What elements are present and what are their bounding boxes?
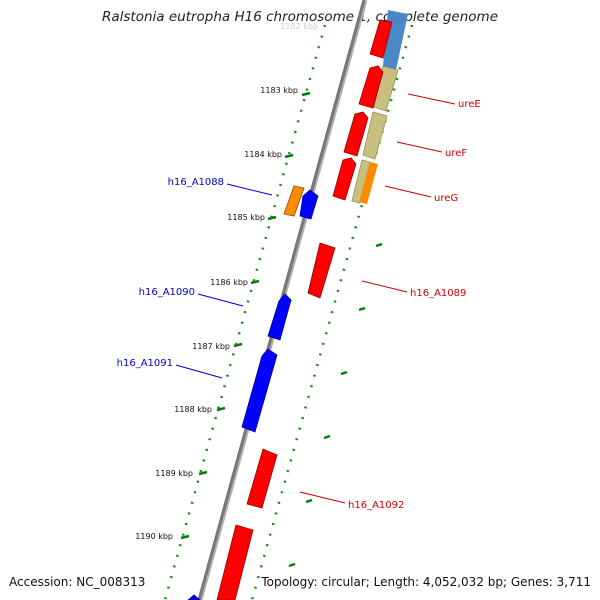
reverse-genes — [187, 189, 319, 600]
tick-label-top-partial: 1182 kbp — [280, 22, 318, 31]
label-h16_A1088: h16_A1088 — [168, 177, 224, 188]
gene-ureE — [358, 65, 384, 109]
label-h16_A1092: h16_A1092 — [348, 500, 404, 511]
leader-line — [396, 141, 443, 153]
ruler-axis — [163, 24, 327, 600]
forward-genes — [216, 19, 393, 600]
cog-block — [351, 159, 371, 204]
tick-mark — [180, 534, 190, 540]
tick-mark — [250, 279, 260, 285]
tick-group: 1182 kbp 1183 kbp 1184 kbp 1185 kbp 1186… — [135, 22, 318, 541]
label-ureG: ureG — [434, 193, 458, 204]
label-h16_A1089: h16_A1089 — [410, 288, 466, 299]
leader-line — [226, 183, 273, 196]
cog-blocks — [283, 10, 408, 217]
tick-mark — [267, 215, 277, 221]
leader-line — [384, 185, 432, 198]
tick-label: 1187 kbp — [192, 342, 230, 351]
tick-label: 1185 kbp — [227, 213, 265, 222]
label-ureF: ureF — [445, 148, 467, 159]
tick-mark — [301, 91, 311, 97]
tick-label: 1189 kbp — [155, 469, 193, 478]
leader-line — [175, 364, 223, 379]
tick-label: 1186 kbp — [210, 278, 248, 287]
tick-label: 1184 kbp — [244, 150, 282, 159]
accession-label: Accession: NC_008313 — [9, 575, 146, 589]
gene-forward — [369, 19, 393, 59]
gene-h16_A1089 — [307, 242, 336, 299]
label-ureE: ureE — [458, 99, 481, 110]
tick-label: 1183 kbp — [260, 86, 298, 95]
tick-label: 1190 kbp — [135, 532, 173, 541]
gene-forward — [216, 524, 254, 600]
gene-h16_A1092 — [246, 448, 278, 509]
cog-block — [359, 162, 378, 204]
gene-h16_A1088 — [299, 189, 319, 220]
tick-mark — [284, 153, 294, 159]
label-h16_A1090: h16_A1090 — [139, 287, 195, 298]
leader-line — [197, 293, 244, 307]
tick-mark — [233, 342, 243, 348]
forward-track-ticks — [288, 242, 383, 568]
tick-mark — [216, 406, 226, 412]
leader-line — [407, 93, 456, 105]
gene-reverse — [187, 594, 201, 600]
gene-h16_A1091 — [241, 348, 278, 433]
gene-labels: ureE ureF ureG h16_A1089 h16_A1092 h16_A… — [117, 93, 481, 511]
leader-line — [361, 280, 408, 293]
gene-h16_A1090 — [267, 293, 292, 341]
label-h16_A1091: h16_A1091 — [117, 358, 173, 369]
cog-block — [283, 185, 305, 217]
genome-summary: Topology: circular; Length: 4,052,032 bp… — [261, 575, 591, 589]
tick-label: 1188 kbp — [174, 405, 212, 414]
gene-ureG — [332, 157, 357, 201]
cog-block — [362, 111, 388, 160]
tick-mark — [198, 470, 208, 476]
gene-ureF — [343, 111, 369, 157]
leader-line — [299, 491, 346, 504]
